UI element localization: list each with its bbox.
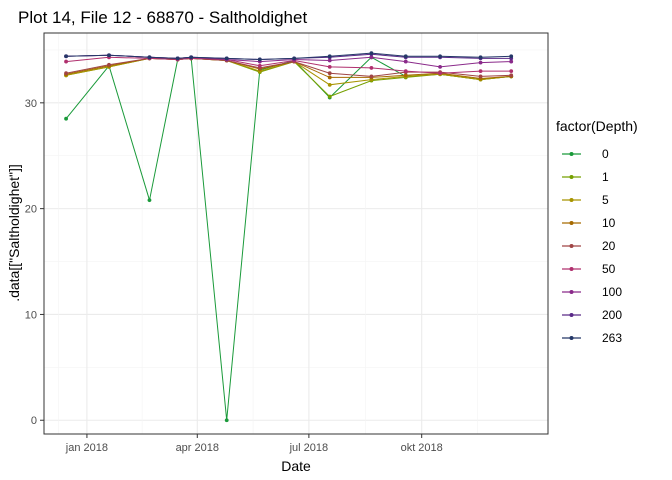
data-point	[369, 74, 374, 79]
data-point	[438, 64, 442, 69]
x-tick-label: okt 2018	[401, 442, 443, 454]
grid-lines	[44, 33, 548, 434]
legend-item-1: 1	[562, 170, 609, 184]
data-point	[292, 56, 297, 61]
legend-key-point	[569, 267, 574, 271]
legend-label: 1	[602, 170, 609, 184]
data-point	[327, 58, 332, 63]
data-point	[64, 54, 68, 59]
legend-label: 100	[602, 285, 622, 299]
data-point	[107, 62, 111, 67]
plot-border	[43, 32, 549, 435]
data-point	[327, 71, 332, 76]
series-layer	[64, 51, 514, 423]
legend-label: 5	[602, 193, 609, 207]
data-point	[438, 54, 442, 59]
data-point	[257, 63, 262, 68]
data-point	[369, 66, 374, 70]
legend-key-point	[569, 175, 574, 179]
legend-key-point	[569, 313, 574, 317]
data-point	[224, 56, 229, 61]
x-tick-label: apr 2018	[176, 442, 219, 454]
data-point	[478, 74, 483, 79]
data-point	[509, 54, 514, 59]
data-point	[403, 59, 408, 64]
data-point	[327, 75, 332, 80]
x-tick-label: jul 2018	[289, 442, 329, 454]
legend-label: 263	[602, 331, 622, 345]
data-point	[327, 54, 332, 59]
data-point	[327, 82, 332, 87]
y-tick-label: 30	[25, 98, 37, 110]
data-point	[478, 55, 483, 60]
x-axis: jan 2018 apr 2018 jul 2018 okt 2018	[65, 434, 443, 454]
x-tick-label: jan 2018	[65, 442, 108, 454]
data-point	[327, 64, 332, 69]
data-point	[327, 94, 332, 99]
series-line-263	[66, 52, 512, 61]
legend-item-50: 50	[562, 262, 616, 276]
legend-label: 0	[602, 147, 609, 161]
y-axis: 0 10 20 30	[25, 98, 44, 427]
legend-item-20: 20	[562, 239, 616, 253]
data-point	[403, 69, 408, 73]
legend-key-point	[569, 244, 574, 248]
legend-item-5: 5	[562, 193, 609, 207]
chart-title: Plot 14, File 12 - 68870 - Saltholdighet	[18, 8, 307, 27]
data-point	[64, 71, 68, 76]
y-axis-title: .data[["Saltholdighet"]]	[6, 164, 22, 302]
data-point	[147, 198, 152, 203]
plot-panel	[43, 32, 549, 435]
y-tick-label: 20	[25, 204, 37, 216]
data-point	[509, 59, 514, 64]
legend-label: 50	[602, 262, 616, 276]
data-point	[64, 116, 68, 121]
legend-item-10: 10	[562, 216, 616, 230]
data-point	[509, 69, 514, 73]
data-point	[189, 55, 194, 60]
data-point	[403, 73, 408, 78]
data-point	[369, 55, 374, 60]
legend-key-point	[569, 198, 574, 202]
y-tick-label: 10	[25, 309, 37, 321]
series-263	[64, 51, 514, 62]
y-tick-label: 0	[31, 415, 37, 427]
legend-key-point	[569, 152, 574, 156]
data-point	[257, 57, 262, 62]
legend-label: 10	[602, 216, 616, 230]
data-point	[478, 69, 483, 73]
legend-key-point	[569, 336, 574, 340]
data-point	[107, 53, 111, 58]
data-point	[403, 54, 408, 59]
data-point	[438, 71, 442, 76]
legend-item-263: 263	[562, 331, 622, 345]
data-point	[369, 51, 374, 56]
legend-title: factor(Depth)	[556, 118, 638, 134]
legend-key-point	[569, 290, 574, 294]
data-point	[175, 56, 180, 61]
data-point	[509, 73, 514, 78]
legend-key-point	[569, 221, 574, 225]
legend-label: 20	[602, 239, 616, 253]
x-axis-title: Date	[281, 458, 311, 474]
legend-label: 200	[602, 308, 622, 322]
data-point	[478, 60, 483, 65]
data-point	[64, 59, 68, 64]
legend: factor(Depth) 0 1 5 10 20 50 100 200 263	[556, 118, 638, 345]
legend-item-0: 0	[562, 147, 609, 161]
series-line-50	[66, 56, 512, 74]
legend-item-200: 200	[562, 308, 622, 322]
data-point	[224, 418, 229, 423]
legend-item-100: 100	[562, 285, 622, 299]
data-point	[147, 55, 152, 60]
